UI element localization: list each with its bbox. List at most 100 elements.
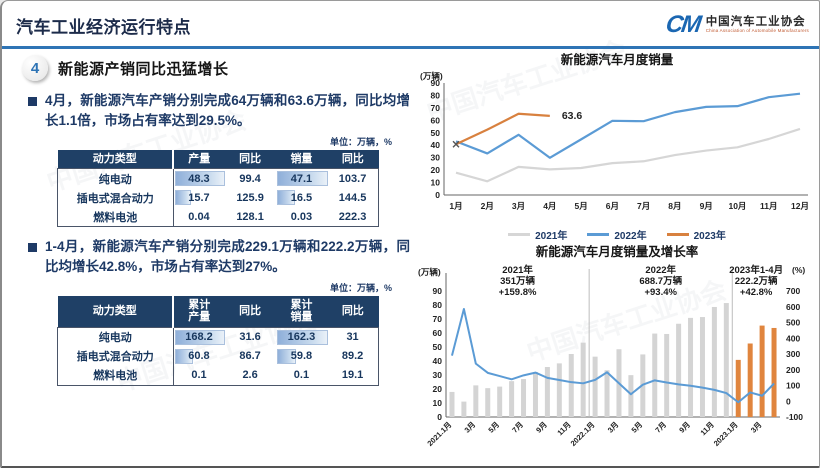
sales-bar <box>628 375 634 417</box>
cell-value: 15.7 <box>188 191 210 204</box>
sales-bar <box>759 325 765 417</box>
axis-text: 30 <box>431 153 441 163</box>
axis-text: 50 <box>431 128 441 138</box>
sales-bar <box>521 379 527 417</box>
value-cell: 86.7 <box>239 350 261 363</box>
axis-text: 60 <box>433 328 443 338</box>
legend-swatch-icon <box>587 233 610 236</box>
value-cell: 31 <box>346 331 359 344</box>
table-row: 燃料电池 0.1 2.6 0.1 19.1 <box>57 365 379 386</box>
unit-label: 单位：万辆，% <box>329 282 392 293</box>
row-label-cell: 纯电动 <box>57 168 174 189</box>
x-tick-label: 9月 <box>677 420 692 435</box>
bullet-item-cumulative: 1-4月，新能源汽车产销分别完成229.1万辆和222.2万辆，同比均增长42.… <box>28 237 410 278</box>
value-cell: 103.7 <box>338 172 367 185</box>
axis-text: 90 <box>431 78 441 88</box>
cell-value: 16.5 <box>290 191 313 204</box>
axis-text: 11月 <box>760 201 778 211</box>
legend-label: 2023年 <box>693 231 726 242</box>
axis-text: (万辆) <box>418 267 441 277</box>
axis-text: 300 <box>786 349 800 359</box>
annotation-text: 688.7万辆 <box>639 275 682 287</box>
sales-bar <box>497 386 503 417</box>
bullet-square-icon <box>28 97 37 106</box>
legend-swatch-icon <box>666 233 689 236</box>
databar <box>276 171 329 187</box>
left-column: 4 新能源产销同比迅猛增长 4月，新能源汽车产销分别完成64万辆和63.6万辆，… <box>16 53 414 386</box>
annotation-text: 2023年1-4月 <box>729 264 783 276</box>
sales-bar <box>592 356 598 417</box>
value-cell: 99.4 <box>239 172 261 185</box>
databar <box>276 348 296 364</box>
start-marker-icon <box>452 140 460 148</box>
bullet-text: 4月，新能源汽车产销分别完成64万辆和63.6万辆，同比均增长1.1倍，市场占有… <box>45 93 410 129</box>
axis-text: 80 <box>431 90 441 100</box>
annotation-text: 222.2万辆 <box>735 275 778 287</box>
value-cell: 60.8 <box>173 347 224 366</box>
table-row: 纯电动 48.3 99.4 47.1 103.7 <box>57 168 379 189</box>
caam-logo: CM 中国汽车工业协会 China Association of Automob… <box>665 11 809 38</box>
annotation-text: +159.8% <box>499 287 537 298</box>
value-cell: 15.7 <box>173 188 224 207</box>
axis-text: 10 <box>433 398 443 408</box>
legend-label: 2022年 <box>614 231 647 242</box>
chart-title: 新能源汽车月度销量及增长率 <box>535 245 699 259</box>
sales-bar <box>676 323 682 417</box>
cell-value: 0.1 <box>293 369 310 382</box>
axis-text: 80 <box>433 300 443 310</box>
axis-text: 40 <box>433 356 443 366</box>
cell-value: 47.1 <box>290 172 313 185</box>
axis-text: 30 <box>433 370 443 380</box>
section-header: 4 新能源产销同比迅猛增长 <box>22 53 414 83</box>
sales-bar <box>711 306 717 417</box>
caam-logo-text: 中国汽车工业协会 China Association of Automobile… <box>706 16 809 34</box>
sales-bar <box>688 317 694 417</box>
cell-value: 0.04 <box>188 210 210 223</box>
series-line-2023年 <box>455 112 550 146</box>
x-tick-label: 5月 <box>486 420 501 435</box>
cell-value: 0.03 <box>290 210 313 223</box>
annotation-text: 351万辆 <box>500 275 535 287</box>
databar <box>174 171 226 187</box>
x-tick-label: 9月 <box>534 420 549 435</box>
value-cell: 47.1 <box>276 169 329 189</box>
databar <box>174 190 192 206</box>
sales-bar <box>735 359 741 417</box>
axis-text: -100 <box>786 412 803 422</box>
column-header: 同比 <box>327 149 379 169</box>
value-cell: 0.04 <box>173 207 224 227</box>
row-label-cell: 纯电动 <box>57 327 174 347</box>
column-header: 累计 产量 <box>173 295 225 328</box>
monthly-sales-growth-plot: 0 10 20 30 40 50 60 70 80 90 -100 0 100 200 300 400 500 6… <box>418 264 805 448</box>
axis-text: 400 <box>786 333 800 343</box>
x-tick-label: 2021.1月 <box>425 420 453 448</box>
axis-text: 70 <box>433 314 443 324</box>
sales-bar <box>664 333 670 417</box>
sales-bar <box>544 367 550 417</box>
x-tick-label: 11月 <box>699 420 716 437</box>
sales-bar <box>604 370 610 417</box>
cell-value: 59.8 <box>290 350 313 363</box>
x-tick-label: 3月 <box>606 420 621 435</box>
axis-text: 10月 <box>728 201 746 211</box>
axis-text: 60 <box>431 115 441 125</box>
axis-text: 7月 <box>637 201 650 211</box>
value-cell: 48.3 <box>173 169 226 189</box>
sales-bar <box>747 343 753 417</box>
chart-legend: 2021年 2022年 2023年 <box>416 227 818 242</box>
section-title: 新能源产销同比迅猛增长 <box>58 60 229 78</box>
sales-bar <box>652 333 658 417</box>
value-cell: 19.1 <box>341 369 364 382</box>
axis-text: 90 <box>433 286 443 296</box>
sales-bar <box>699 317 705 417</box>
axis-text: 9月 <box>700 201 713 211</box>
value-cell: 162.3 <box>276 327 329 347</box>
chart-title: 新能源汽车月度销量 <box>560 53 674 67</box>
databar <box>174 329 226 345</box>
monthly-sales-plot: 0 10 20 30 40 50 60 70 80 90(万辆) 1月 2月 3月 4月 5月 6月 7月 8月 9… <box>420 71 809 211</box>
axis-text: 70 <box>431 103 441 113</box>
table-row: 纯电动 168.2 31.6 162.3 31 <box>57 327 379 347</box>
bullet-text: 1-4月，新能源汽车产销分别完成229.1万辆和222.2万辆，同比均增长42.… <box>45 239 410 275</box>
sales-bar <box>461 401 467 417</box>
axis-text: 10 <box>431 178 441 188</box>
